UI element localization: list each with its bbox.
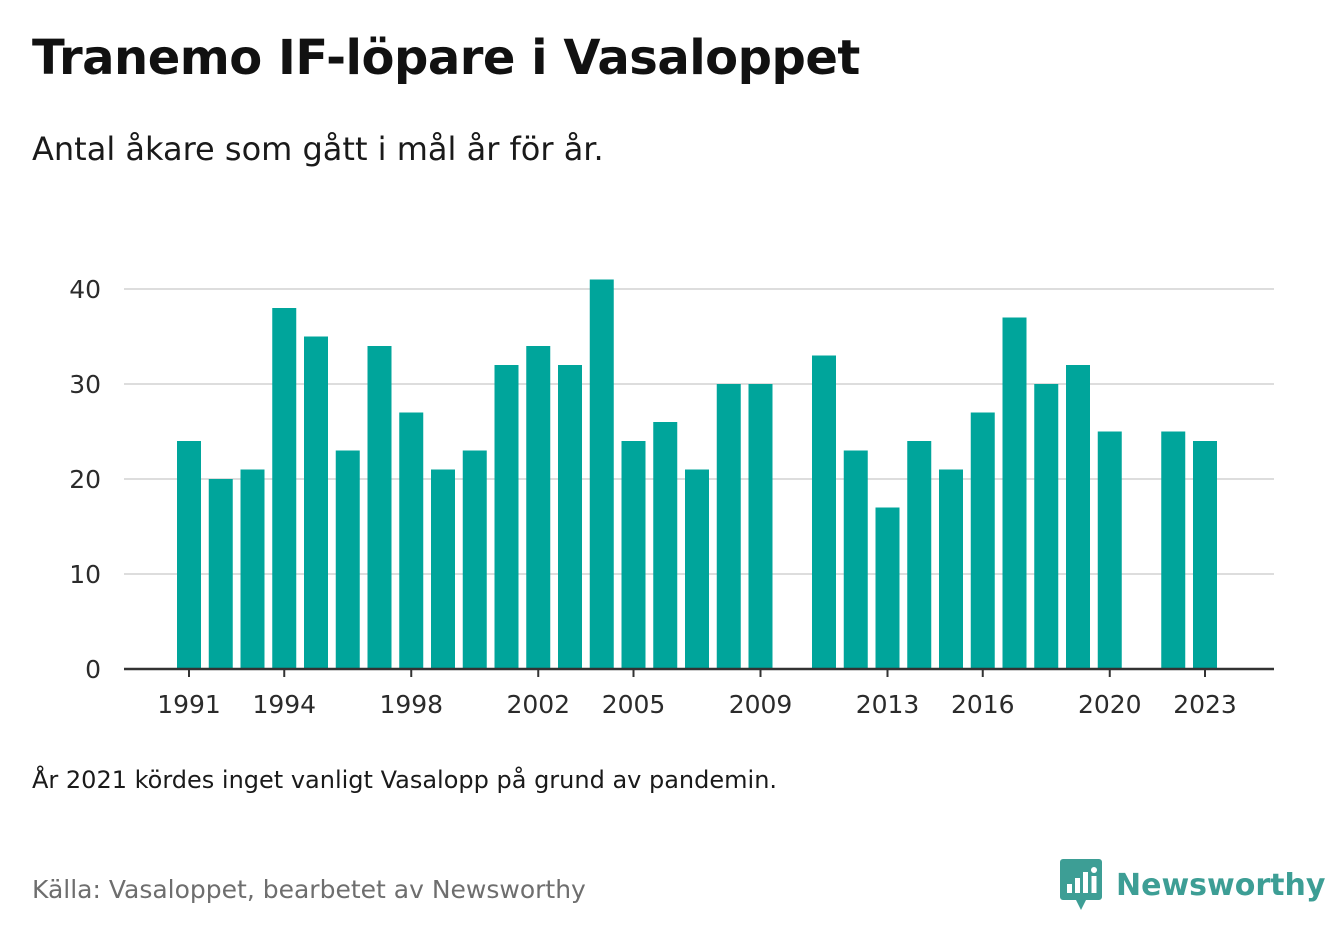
x-tick-label: 2002 [506,690,570,719]
source-credit: Källa: Vasaloppet, bearbetet av Newswort… [32,875,586,904]
bar [399,412,424,669]
axes: 0 10 20 30 40 1991 1994 1998 2002 2005 2009 2013 201… [69,275,1274,719]
brand-logo: Newsworthy [1060,858,1325,912]
bar [843,450,868,669]
chart-title: Tranemo IF-löpare i Vasaloppet [32,30,860,86]
bar [208,479,233,669]
x-tick-label: 2013 [856,690,920,719]
y-tick-label: 30 [69,370,101,399]
x-tick-label: 1991 [157,690,221,719]
bar [304,336,328,669]
y-tick-label: 10 [69,560,101,589]
bar [526,346,551,669]
brand-name: Newsworthy [1116,867,1326,903]
bar [939,469,963,669]
bar [907,441,932,669]
bars [177,279,1217,669]
bar [240,469,265,669]
bar [367,346,392,669]
bar [1066,365,1090,669]
newsworthy-logo-icon [1060,859,1102,910]
x-tick-label: 2023 [1173,690,1237,719]
bar [462,450,487,669]
bar [1034,384,1059,669]
bar [177,441,201,669]
bar [716,384,741,669]
y-tick-label: 20 [69,465,101,494]
bar [748,384,773,669]
bar [1193,441,1217,669]
chart-note: År 2021 kördes inget vanligt Vasalopp på… [32,766,778,794]
bar-chart: 0 10 20 30 40 1991 1994 1998 2002 2005 2009 2013 201… [69,275,1274,719]
bar [494,365,519,669]
bar [812,355,836,669]
x-tick-label: 2016 [951,690,1015,719]
chart-subtitle: Antal åkare som gått i mål år för år. [32,130,604,168]
x-tick-label: 2020 [1078,690,1142,719]
y-tick-label: 0 [85,655,101,684]
bar [272,308,297,669]
bar [1002,317,1027,669]
bar [621,441,646,669]
x-tick-label: 2009 [729,690,793,719]
bar [431,469,455,669]
bar [558,365,582,669]
x-tick-label: 2005 [602,690,666,719]
bar [589,279,614,669]
bar [685,469,709,669]
x-tick-label: 1994 [252,690,316,719]
bar [653,422,678,669]
bar [335,450,360,669]
bar [875,507,900,669]
bar [1097,431,1122,669]
x-tick-label: 1998 [379,690,443,719]
bar [1161,431,1186,669]
y-tick-label: 40 [69,275,101,304]
bar [970,412,995,669]
